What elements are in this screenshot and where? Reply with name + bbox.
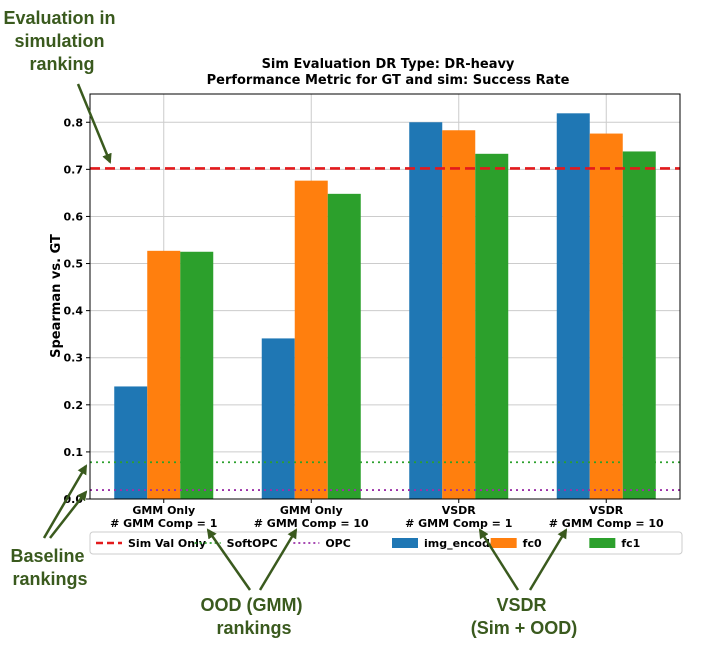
legend-frame	[89, 531, 683, 555]
annotation-eval-sim: Evaluation in simulation ranking	[3, 8, 120, 74]
y-axis-label: Spearman vs. GT	[49, 234, 64, 358]
y-tick-label: 0.3	[64, 352, 84, 365]
x-tick-label: # GMM Comp = 10	[254, 517, 369, 530]
annotation-vsdr-arrow	[478, 528, 520, 591]
y-tick-label: 0.7	[64, 163, 84, 176]
legend-swatch	[589, 538, 616, 548]
annotation-ood-arrow	[206, 528, 252, 591]
annotation-baseline-arrow	[42, 464, 88, 539]
annotation-eval-sim-line: ranking	[29, 54, 94, 74]
x-tick-label: # GMM Comp = 10	[549, 517, 664, 530]
annotation-eval-sim-arrow	[76, 83, 112, 164]
annotation-baseline-arrow	[49, 490, 88, 539]
bar-img_encoder	[261, 338, 295, 499]
bar-img_encoder	[114, 386, 148, 499]
y-tick-label: 0.5	[64, 258, 84, 271]
x-tick-label: # GMM Comp = 1	[405, 517, 512, 530]
x-tick-label: GMM Only	[132, 504, 195, 517]
x-tick-label: VSDR	[589, 504, 624, 517]
bar-fc0	[147, 250, 181, 499]
chart-title: Sim Evaluation DR Type: DR-heavy	[262, 57, 515, 72]
bar-fc1	[622, 151, 656, 499]
legend-label: SoftOPC	[227, 537, 278, 550]
legend-label: OPC	[325, 537, 351, 550]
annotation-ood-arrow	[258, 528, 298, 591]
legend: Sim Val Only SoftOPC OPC img_encoder fc0 fc1	[89, 531, 683, 555]
bar-img_encoder	[556, 113, 590, 499]
bar-fc0	[442, 130, 476, 499]
y-tick-label: 0.2	[64, 399, 84, 412]
y-ticks: 0.00.10.20.30.40.50.60.70.8	[64, 116, 90, 506]
bar-fc1	[475, 153, 509, 499]
y-tick-label: 0.8	[64, 116, 84, 129]
bar-fc0	[589, 133, 623, 499]
legend-label: fc0	[523, 537, 542, 550]
legend-label: img_encoder	[424, 537, 503, 550]
annotation-baseline-line: rankings	[12, 569, 87, 589]
annotation-eval-sim-line: Evaluation in	[3, 8, 115, 28]
annotation-eval-sim-line: simulation	[14, 31, 104, 51]
annotation-vsdr: VSDR (Sim + OOD)	[471, 595, 578, 638]
bar-fc0	[294, 180, 328, 499]
legend-label: fc1	[621, 537, 640, 550]
annotation-vsdr-line: (Sim + OOD)	[471, 618, 578, 638]
annotation-ood: OOD (GMM) rankings	[201, 595, 308, 638]
chart-subtitle: Performance Metric for GT and sim: Succe…	[207, 73, 570, 88]
legend-swatch	[490, 538, 517, 548]
plot-frame	[89, 93, 681, 500]
annotation-vsdr-line: VSDR	[496, 595, 546, 615]
bar-img_encoder	[409, 122, 443, 500]
reference-lines	[90, 167, 680, 491]
y-tick-label: 0.4	[64, 305, 84, 318]
annotation-baseline: Baseline rankings	[10, 546, 89, 589]
bar-fc1	[180, 251, 214, 499]
annotation-ood-line: OOD (GMM)	[201, 595, 303, 615]
x-tick-label: VSDR	[442, 504, 477, 517]
legend-swatch	[392, 538, 418, 548]
y-tick-label: 0.1	[64, 446, 84, 459]
annotation-ood-line: rankings	[216, 618, 291, 638]
bar-fc1	[327, 193, 361, 499]
x-tick-label: GMM Only	[280, 504, 343, 517]
bars	[114, 113, 656, 500]
y-tick-label: 0.6	[64, 210, 84, 223]
annotations: Evaluation in simulation ranking Baselin…	[3, 8, 577, 638]
x-tick-label: # GMM Comp = 1	[110, 517, 217, 530]
legend-label: Sim Val Only	[128, 537, 206, 550]
annotation-vsdr-arrow	[528, 528, 568, 591]
annotation-baseline-line: Baseline	[10, 546, 84, 566]
